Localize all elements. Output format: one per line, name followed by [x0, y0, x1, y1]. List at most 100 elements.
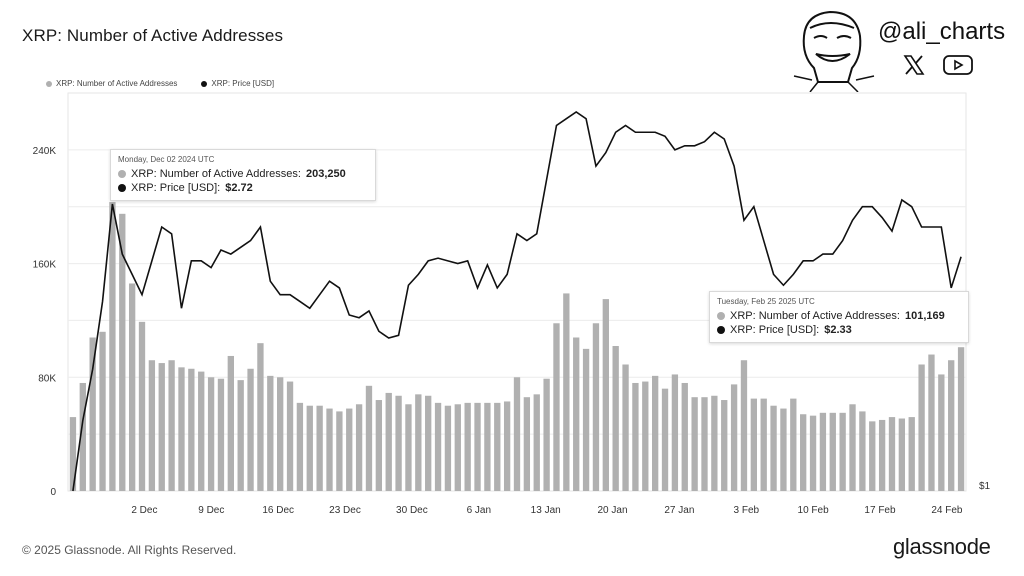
- active-addresses-bar[interactable]: [819, 412, 827, 491]
- active-addresses-bar[interactable]: [464, 402, 471, 491]
- active-addresses-bar[interactable]: [365, 385, 373, 491]
- active-addresses-bar[interactable]: [612, 346, 619, 491]
- legend-item-price[interactable]: XRP: Price [USD]: [201, 79, 274, 88]
- active-addresses-bar[interactable]: [750, 398, 757, 491]
- active-addresses-bar[interactable]: [592, 323, 600, 491]
- active-addresses-bar[interactable]: [346, 408, 353, 491]
- active-addresses-bar[interactable]: [760, 398, 767, 491]
- active-addresses-bar[interactable]: [829, 412, 836, 491]
- price-line[interactable]: [72, 110, 962, 492]
- active-addresses-bar[interactable]: [207, 377, 215, 491]
- active-addresses-bar[interactable]: [523, 397, 531, 491]
- active-addresses-bar[interactable]: [661, 388, 669, 491]
- active-addresses-bar[interactable]: [128, 283, 136, 491]
- active-addresses-bar[interactable]: [326, 408, 333, 491]
- active-addresses-bar[interactable]: [296, 402, 304, 491]
- active-addresses-bar[interactable]: [148, 360, 156, 491]
- active-addresses-bar[interactable]: [770, 405, 777, 491]
- active-addresses-bar[interactable]: [671, 374, 679, 491]
- active-addresses-bar[interactable]: [217, 378, 225, 491]
- active-addresses-bar[interactable]: [652, 375, 659, 491]
- active-addresses-bar[interactable]: [898, 418, 906, 491]
- active-addresses-bar[interactable]: [908, 417, 915, 491]
- active-addresses-bar[interactable]: [632, 382, 639, 491]
- active-addresses-bar[interactable]: [711, 395, 718, 491]
- active-addresses-bar[interactable]: [928, 354, 935, 491]
- active-addresses-bar[interactable]: [533, 394, 540, 491]
- active-addresses-bar[interactable]: [277, 377, 284, 491]
- active-addresses-bar[interactable]: [286, 381, 294, 491]
- active-addresses-bar[interactable]: [138, 321, 146, 491]
- youtube-icon[interactable]: [943, 55, 973, 75]
- active-addresses-bar[interactable]: [809, 415, 817, 491]
- active-addresses-bar[interactable]: [355, 404, 363, 491]
- active-addresses-bar[interactable]: [957, 347, 965, 491]
- active-addresses-bar[interactable]: [237, 380, 244, 491]
- active-addresses-bar[interactable]: [503, 401, 511, 491]
- active-addresses-bar[interactable]: [405, 404, 412, 491]
- active-addresses-bar[interactable]: [444, 405, 452, 491]
- active-addresses-bar[interactable]: [869, 421, 876, 491]
- active-addresses-bar[interactable]: [425, 395, 432, 491]
- active-addresses-bar[interactable]: [484, 402, 491, 491]
- active-addresses-bar[interactable]: [474, 402, 481, 491]
- active-addresses-bar[interactable]: [573, 337, 580, 491]
- active-addresses-bar[interactable]: [99, 331, 106, 491]
- active-addresses-bar[interactable]: [691, 397, 698, 491]
- active-addresses-bar[interactable]: [385, 392, 392, 491]
- active-addresses-bar[interactable]: [701, 397, 708, 491]
- active-addresses-bar[interactable]: [582, 348, 590, 491]
- active-addresses-bar[interactable]: [918, 364, 925, 491]
- legend-item-active-addresses[interactable]: XRP: Number of Active Addresses: [46, 79, 177, 88]
- active-addresses-bar[interactable]: [622, 364, 629, 491]
- active-addresses-bar[interactable]: [89, 337, 96, 491]
- active-addresses-bar[interactable]: [227, 355, 234, 491]
- active-addresses-bar[interactable]: [888, 417, 896, 491]
- active-addresses-bar[interactable]: [415, 394, 422, 491]
- x-logo-icon[interactable]: [903, 55, 925, 75]
- active-addresses-bar[interactable]: [849, 404, 856, 491]
- active-addresses-bar[interactable]: [878, 419, 886, 491]
- active-addresses-bar[interactable]: [168, 360, 175, 491]
- active-addresses-bar[interactable]: [257, 343, 264, 491]
- active-addresses-bar[interactable]: [69, 417, 77, 491]
- active-addresses-bar[interactable]: [839, 412, 846, 491]
- active-addresses-bar[interactable]: [119, 213, 126, 491]
- active-addresses-bar[interactable]: [948, 360, 955, 491]
- active-addresses-bar[interactable]: [267, 375, 274, 491]
- active-addresses-bar[interactable]: [247, 368, 254, 491]
- active-addresses-bar[interactable]: [553, 323, 560, 491]
- active-addresses-bar[interactable]: [721, 400, 728, 491]
- active-addresses-bar[interactable]: [375, 400, 383, 491]
- tooltip-label: XRP: Number of Active Addresses:: [131, 168, 301, 180]
- active-addresses-bar[interactable]: [198, 371, 205, 491]
- active-addresses-bar[interactable]: [434, 402, 442, 491]
- active-addresses-bar[interactable]: [178, 367, 185, 491]
- active-addresses-bar[interactable]: [563, 293, 570, 491]
- active-addresses-bar[interactable]: [316, 405, 323, 491]
- active-addresses-bar[interactable]: [859, 411, 866, 491]
- y-axis-ticks: 0 80K 160K 240K: [33, 146, 57, 498]
- active-addresses-bar[interactable]: [730, 384, 738, 491]
- active-addresses-bar[interactable]: [780, 408, 787, 491]
- active-addresses-bar[interactable]: [454, 404, 461, 491]
- tooltip-value: $2.33: [824, 324, 852, 336]
- active-addresses-bar[interactable]: [188, 368, 195, 491]
- active-addresses-bar[interactable]: [681, 382, 688, 491]
- active-addresses-bar[interactable]: [543, 378, 550, 491]
- active-addresses-bar[interactable]: [158, 363, 165, 491]
- active-addresses-bar[interactable]: [513, 377, 521, 491]
- active-addresses-bar[interactable]: [790, 398, 797, 491]
- active-addresses-bar[interactable]: [306, 405, 313, 491]
- active-addresses-bar[interactable]: [800, 414, 807, 491]
- active-addresses-bar[interactable]: [602, 299, 609, 491]
- active-addresses-bar[interactable]: [642, 381, 649, 491]
- active-addresses-bar[interactable]: [395, 395, 402, 491]
- active-addresses-bar[interactable]: [79, 382, 86, 491]
- active-addresses-bar[interactable]: [109, 202, 116, 491]
- active-addresses-bar[interactable]: [740, 360, 748, 491]
- social-links: [903, 55, 973, 75]
- active-addresses-bar[interactable]: [938, 374, 945, 491]
- active-addresses-bar[interactable]: [336, 411, 343, 491]
- active-addresses-bar[interactable]: [494, 402, 501, 491]
